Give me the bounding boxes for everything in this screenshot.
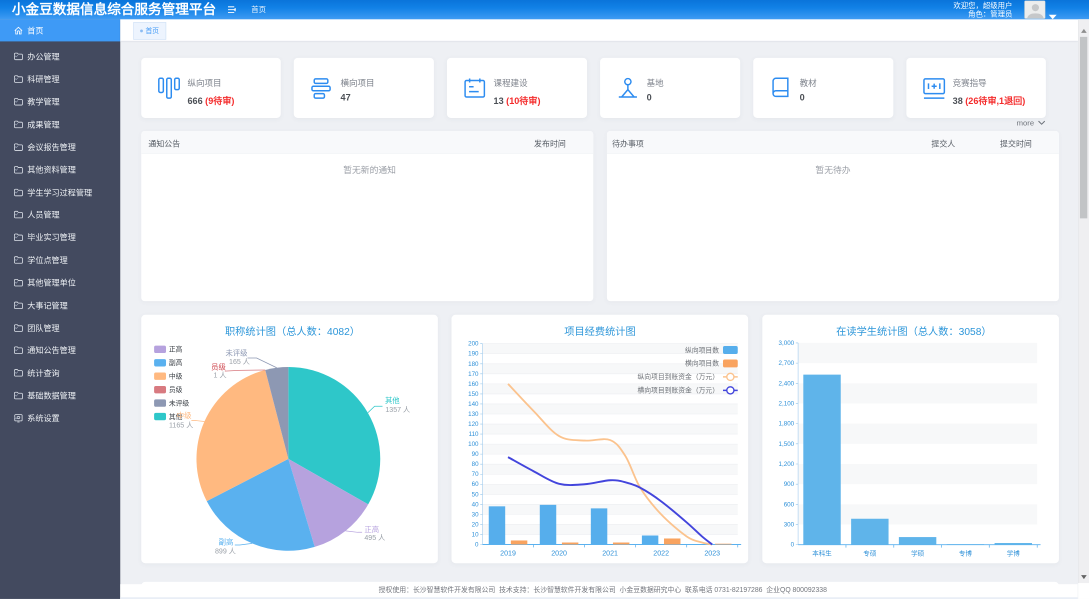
svg-text:纵向项目数: 纵向项目数: [685, 345, 719, 354]
svg-text:横向项目到账资金（万元）: 横向项目到账资金（万元）: [638, 385, 720, 394]
svg-text:其他: 其他: [385, 396, 400, 405]
svg-text:30: 30: [472, 511, 479, 518]
svg-text:专博: 专博: [959, 548, 973, 557]
svg-text:80: 80: [472, 461, 479, 468]
svg-text:70: 70: [472, 471, 479, 478]
svg-text:其他: 其他: [169, 412, 183, 421]
svg-text:中级: 中级: [169, 371, 183, 380]
svg-text:正高: 正高: [169, 344, 183, 353]
svg-text:员级: 员级: [211, 362, 226, 371]
svg-text:员级: 员级: [169, 385, 183, 394]
svg-text:3,000: 3,000: [779, 340, 795, 347]
svg-text:495 人: 495 人: [364, 534, 385, 542]
svg-text:165 人: 165 人: [229, 358, 250, 366]
svg-text:2,100: 2,100: [779, 400, 795, 407]
svg-text:本科生: 本科生: [812, 548, 832, 557]
svg-text:0: 0: [791, 541, 795, 548]
svg-text:2021: 2021: [602, 549, 618, 557]
svg-text:1357 人: 1357 人: [385, 406, 410, 414]
svg-text:120: 120: [468, 421, 479, 428]
svg-text:600: 600: [784, 501, 795, 508]
svg-text:1165 人: 1165 人: [169, 421, 193, 429]
svg-text:170: 170: [468, 371, 479, 378]
svg-text:2023: 2023: [705, 549, 721, 557]
svg-text:180: 180: [468, 360, 479, 367]
svg-text:1,200: 1,200: [779, 461, 795, 468]
svg-text:正高: 正高: [364, 525, 379, 534]
svg-text:899 人: 899 人: [215, 547, 236, 555]
svg-text:学博: 学博: [1007, 548, 1021, 557]
svg-text:300: 300: [784, 521, 795, 528]
svg-text:1,500: 1,500: [779, 441, 795, 448]
svg-text:130: 130: [468, 411, 479, 418]
svg-text:100: 100: [468, 441, 479, 448]
svg-text:未评级: 未评级: [169, 398, 190, 407]
svg-text:20: 20: [472, 521, 479, 528]
svg-text:10: 10: [472, 531, 479, 538]
svg-text:50: 50: [472, 491, 479, 498]
svg-text:横向项目数: 横向项目数: [685, 358, 719, 367]
svg-text:2,400: 2,400: [779, 380, 795, 387]
svg-text:900: 900: [784, 481, 795, 488]
svg-text:纵向项目到账资金（万元）: 纵向项目到账资金（万元）: [638, 372, 720, 381]
svg-text:160: 160: [468, 381, 479, 388]
svg-text:60: 60: [472, 481, 479, 488]
svg-text:40: 40: [472, 501, 479, 508]
svg-text:2,700: 2,700: [779, 360, 795, 367]
svg-text:190: 190: [468, 350, 479, 357]
svg-text:140: 140: [468, 401, 479, 408]
svg-text:2019: 2019: [500, 549, 516, 557]
svg-text:副高: 副高: [169, 358, 183, 367]
svg-text:110: 110: [469, 431, 479, 438]
svg-text:副高: 副高: [218, 537, 233, 546]
svg-text:150: 150: [468, 391, 479, 398]
svg-text:0: 0: [475, 541, 479, 548]
svg-text:2020: 2020: [551, 549, 567, 557]
svg-text:2022: 2022: [653, 549, 669, 557]
svg-text:学硕: 学硕: [911, 548, 925, 557]
svg-text:专硕: 专硕: [863, 548, 877, 557]
svg-text:未评级: 未评级: [225, 348, 248, 357]
svg-text:200: 200: [468, 340, 479, 347]
svg-text:90: 90: [472, 451, 479, 458]
svg-text:中级: 中级: [177, 411, 192, 420]
svg-text:1 人: 1 人: [213, 371, 226, 379]
svg-text:1,800: 1,800: [779, 420, 795, 427]
